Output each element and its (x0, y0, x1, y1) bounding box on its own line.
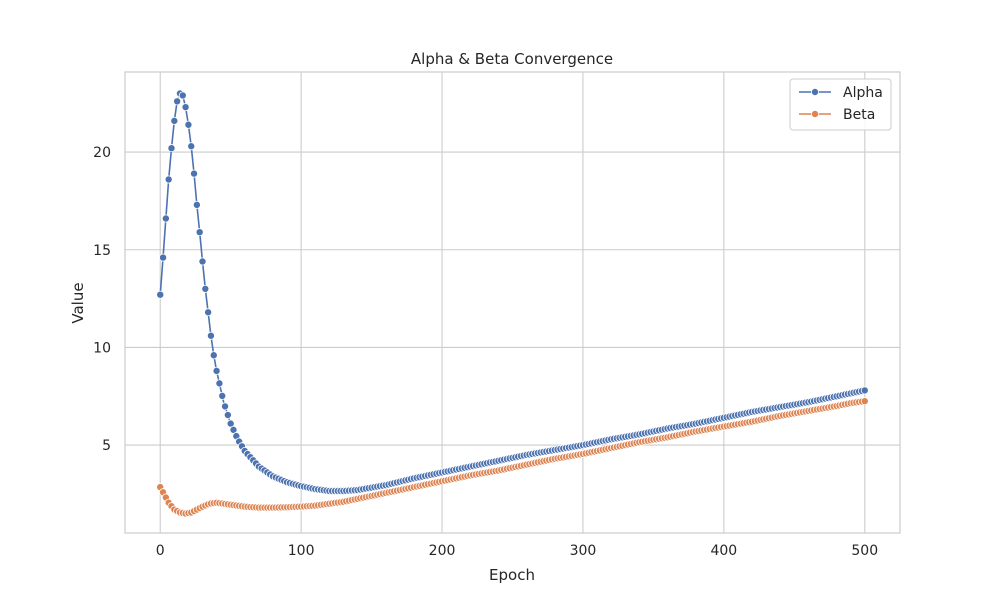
data-point-alpha (156, 290, 165, 299)
data-point-alpha (221, 402, 230, 411)
data-point-alpha (201, 284, 210, 293)
data-point-alpha (190, 169, 199, 178)
x-tick-label: 200 (429, 543, 456, 559)
data-point-alpha (195, 228, 204, 237)
x-tick-label: 400 (710, 543, 737, 559)
data-point-alpha (223, 411, 232, 420)
legend: Alpha Beta (789, 78, 892, 131)
grid (125, 72, 900, 533)
data-point-alpha (161, 214, 170, 223)
x-axis-title: Epoch (489, 566, 535, 584)
data-point-alpha (206, 331, 215, 340)
data-point-alpha (170, 116, 179, 125)
data-point-alpha (184, 120, 193, 129)
series-beta (156, 397, 869, 518)
data-point-alpha (860, 386, 869, 395)
x-tick-label: 100 (288, 543, 315, 559)
legend-label-alpha: Alpha (843, 85, 883, 101)
data-point-alpha (173, 97, 182, 106)
y-tick-label: 5 (102, 438, 111, 454)
data-point-alpha (159, 253, 168, 262)
legend-item-beta: Beta (799, 107, 875, 123)
data-point-alpha (212, 366, 221, 375)
legend-marker-alpha (811, 88, 820, 97)
x-tick-label: 300 (570, 543, 597, 559)
data-point-alpha (215, 379, 224, 388)
data-point-alpha (167, 144, 176, 153)
x-tick-label: 0 (156, 543, 165, 559)
series-alpha (156, 89, 869, 495)
series-line-alpha (159, 92, 865, 492)
data-point-alpha (192, 200, 201, 209)
data-point-alpha (164, 175, 173, 184)
legend-label-beta: Beta (843, 107, 875, 123)
data-point-alpha (181, 103, 190, 112)
plot-frame (124, 71, 901, 534)
y-tick-label: 10 (93, 340, 111, 356)
y-tick-label: 20 (93, 145, 111, 161)
data-point-beta (860, 397, 869, 406)
data-point-alpha (187, 142, 196, 151)
chart-title: Alpha & Beta Convergence (411, 50, 613, 68)
legend-item-alpha: Alpha (799, 85, 883, 101)
x-tick-label: 500 (851, 543, 878, 559)
data-point-alpha (218, 391, 227, 400)
data-point-alpha (178, 91, 187, 100)
tick-labels: 0 100 200 300 400 500 5 10 15 20 (93, 145, 878, 559)
y-tick-label: 15 (93, 243, 111, 259)
y-axis-title: Value (69, 282, 87, 323)
data-point-alpha (204, 308, 213, 317)
data-point-alpha (198, 257, 207, 266)
data-point-alpha (209, 351, 218, 360)
series-layer (156, 89, 869, 518)
legend-marker-beta (811, 110, 820, 119)
